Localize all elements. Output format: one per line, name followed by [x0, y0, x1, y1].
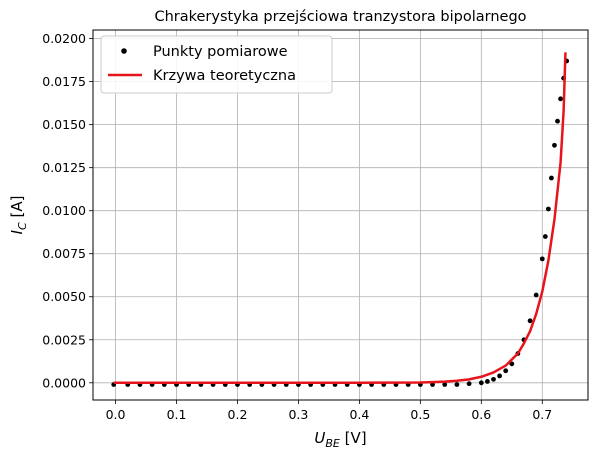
y-tick-label: 0.0200	[42, 31, 86, 46]
y-tick-label: 0.0075	[42, 246, 86, 261]
data-point	[545, 206, 551, 212]
y-tick-label: 0.0100	[42, 203, 86, 218]
x-axis-label-sub: BE	[325, 437, 340, 450]
data-point	[549, 175, 554, 181]
y-axis-label: IC [A]	[8, 196, 29, 235]
data-point	[558, 96, 563, 102]
y-tick-label: 0.0175	[42, 74, 86, 89]
data-point	[454, 382, 460, 387]
y-tick-label: 0.0050	[42, 289, 86, 304]
data-point	[478, 380, 484, 386]
y-tick-label: 0.0125	[42, 160, 86, 175]
axis-ticks: 0.0 0.1 0.2 0.3 0.4 0.5 0.6 0.7 0.0000 0.0025 0.00…	[42, 31, 552, 422]
legend-marker-measured-points	[121, 48, 127, 54]
data-point	[497, 373, 503, 379]
data-point	[533, 292, 539, 298]
x-tick-label: 0.7	[532, 407, 552, 422]
data-point	[442, 382, 448, 387]
legend-label-theoretical-curve: Krzywa teoretyczna	[153, 68, 296, 84]
x-tick-label: 0.5	[410, 407, 430, 422]
plot-frame	[92, 29, 589, 401]
x-tick-label: 0.2	[228, 407, 248, 422]
data-point	[509, 361, 515, 367]
y-tick-label: 0.0000	[42, 375, 86, 390]
x-tick-label: 0.6	[471, 407, 491, 422]
x-axis-label-main: U	[314, 429, 325, 447]
data-point	[485, 379, 490, 384]
chart-title: Chrakerystyka przejściowa tranzystora bi…	[154, 9, 526, 25]
x-tick-label: 0.1	[167, 407, 187, 422]
data-point	[466, 381, 472, 387]
x-tick-label: 0.3	[288, 407, 308, 422]
series-theoretical-curve	[113, 52, 567, 385]
data-point	[542, 234, 548, 239]
plot-series	[111, 52, 570, 387]
data-point	[555, 118, 560, 124]
y-axis-label-unit: [A]	[8, 196, 26, 223]
data-point	[552, 142, 557, 148]
y-axis-label-main: I	[8, 229, 26, 234]
y-tick-label: 0.0150	[42, 117, 86, 132]
y-axis-label-sub: C	[16, 222, 29, 230]
x-axis-label-unit: [V]	[340, 429, 367, 447]
legend-box	[100, 35, 333, 94]
x-tick-label: 0.4	[349, 407, 369, 422]
x-axis-label: UBE [V]	[314, 429, 366, 450]
legend: Punkty pomiarowe Krzywa teoretyczna	[100, 35, 333, 94]
data-point	[503, 368, 509, 374]
data-point	[539, 256, 545, 262]
data-point	[527, 318, 533, 324]
x-tick-label: 0.0	[106, 407, 126, 422]
y-tick-label: 0.0025	[42, 332, 86, 347]
legend-label-measured-points: Punkty pomiarowe	[153, 44, 288, 60]
data-point	[491, 376, 496, 382]
